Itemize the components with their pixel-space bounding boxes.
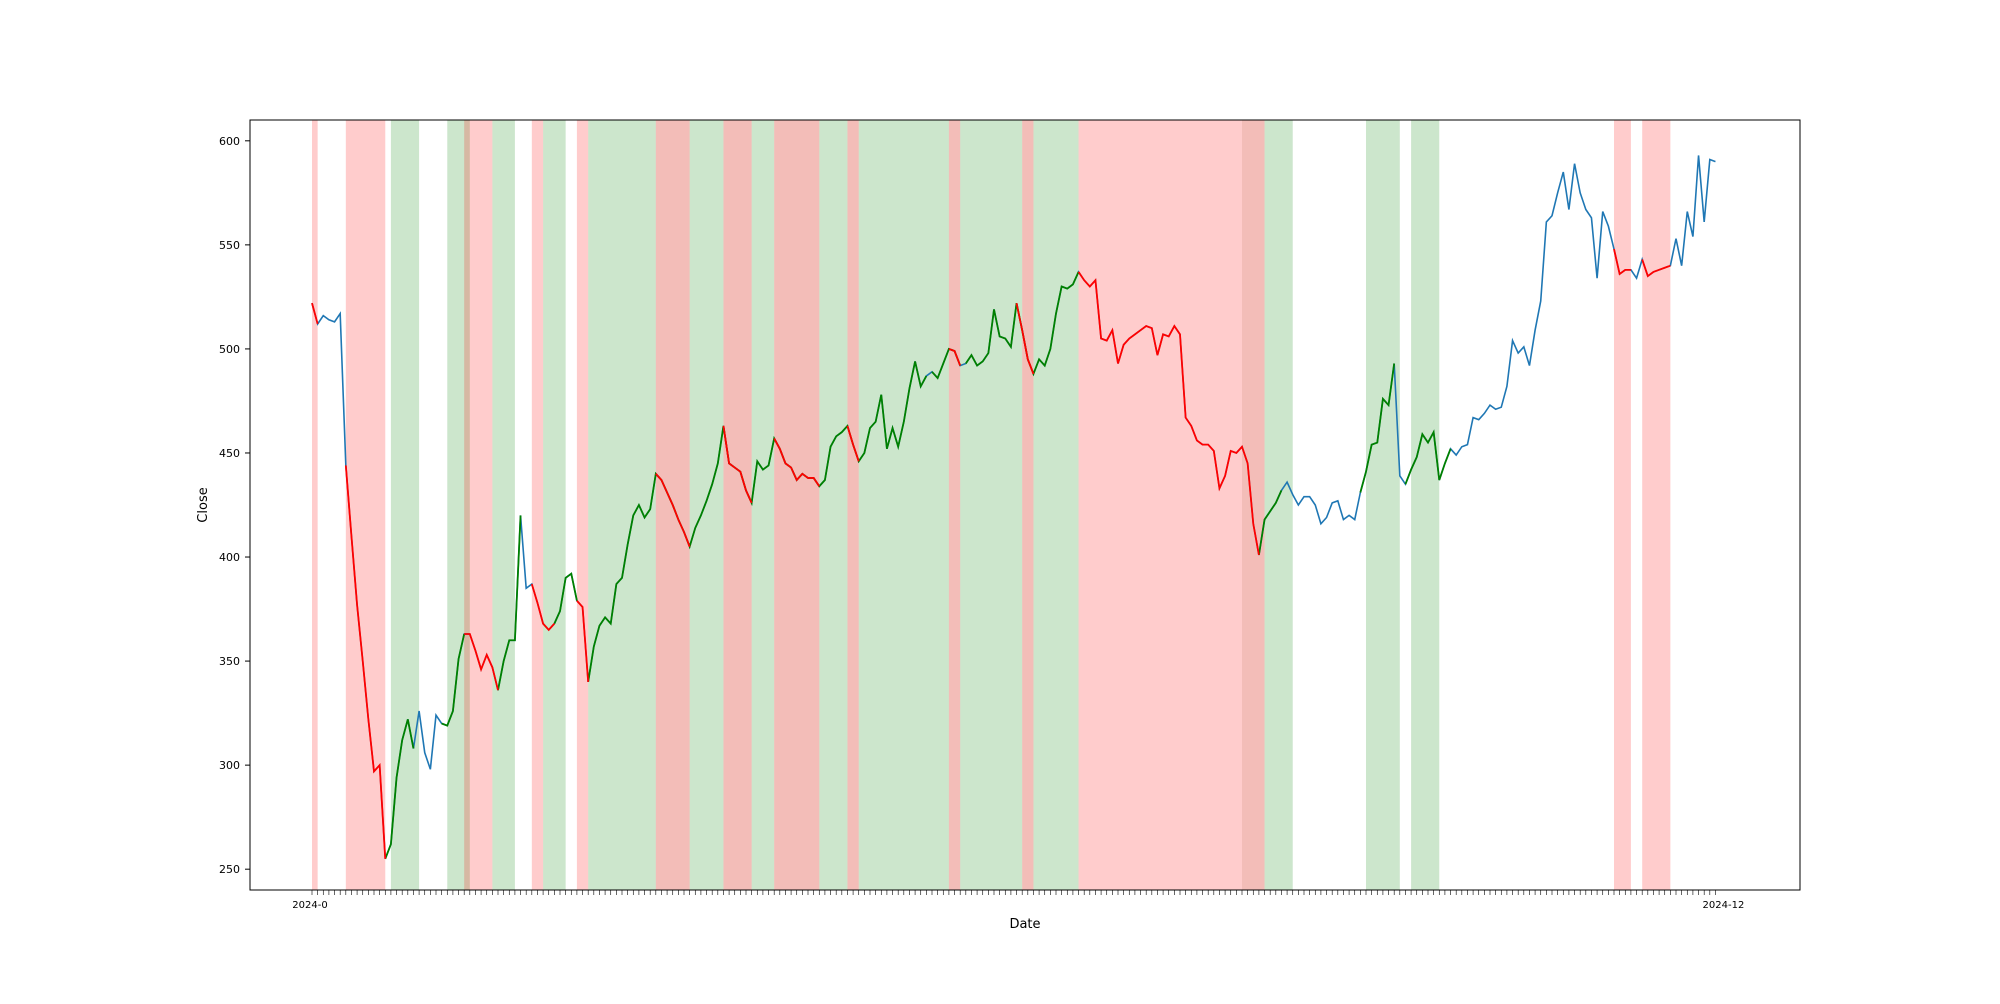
up-span: [390, 120, 420, 890]
up-span: [447, 120, 470, 890]
overlap-span: [1242, 120, 1265, 890]
down-span: [1078, 120, 1242, 890]
down-span: [345, 120, 386, 890]
down-span: [1614, 120, 1631, 890]
up-segment: [1258, 490, 1283, 556]
up-segment: [441, 633, 466, 727]
up-span: [1411, 120, 1440, 890]
x-tick-label: 2024-12: [1703, 900, 1745, 911]
down-segment: [1015, 302, 1035, 375]
down-span: [1642, 120, 1671, 890]
down-segment: [1077, 271, 1260, 556]
down-segment: [1641, 259, 1671, 278]
price-lines: [311, 155, 1716, 860]
overlap-span: [723, 120, 752, 890]
down-span: [531, 120, 544, 890]
down-span: [723, 120, 752, 890]
up-span: [960, 120, 1023, 890]
down-span: [1242, 120, 1265, 890]
down-segment: [576, 600, 590, 682]
down-segment: [655, 473, 691, 547]
up-segment: [497, 515, 522, 691]
up-segment: [587, 361, 928, 683]
plot-frame: [249, 119, 1801, 891]
down-segment: [464, 633, 499, 691]
overlap-span: [774, 120, 820, 890]
y-tick-label: 350: [219, 655, 240, 668]
y-tick-label: 550: [219, 239, 240, 252]
x-axis-label: Date: [1009, 917, 1040, 932]
overlap-span: [1022, 120, 1034, 890]
up-span: [819, 120, 848, 890]
up-segment: [384, 719, 415, 860]
up-span: [492, 120, 515, 890]
down-span: [774, 120, 820, 890]
up-span: [588, 120, 656, 890]
down-segment: [530, 583, 556, 632]
up-span: [543, 120, 566, 890]
y-tick-label: 450: [219, 447, 240, 460]
down-segment: [344, 465, 387, 859]
y-tick-label: 500: [219, 343, 240, 356]
down-span: [576, 120, 589, 890]
up-span: [1366, 120, 1400, 890]
up-span: [1264, 120, 1293, 890]
up-segment: [553, 572, 578, 624]
down-segment: [311, 302, 319, 325]
down-segment: [722, 425, 753, 504]
down-span: [948, 120, 961, 890]
overlap-span: [847, 120, 859, 890]
highlight-spans: [312, 120, 1671, 890]
up-span: [858, 120, 949, 890]
down-segment: [773, 437, 821, 487]
down-segment: [1613, 248, 1631, 276]
down-segment: [948, 348, 962, 366]
down-span: [464, 120, 493, 890]
up-span: [1033, 120, 1079, 890]
up-segment: [1359, 363, 1396, 493]
down-span: [1022, 120, 1034, 890]
y-tick-label: 250: [219, 863, 240, 876]
y-tick-label: 600: [219, 135, 240, 148]
y-axis-label: Close: [196, 487, 211, 522]
y-tick-label: 300: [219, 759, 240, 772]
down-span: [847, 120, 859, 890]
up-span: [751, 120, 775, 890]
y-axis: 250 300 350 400 450 500 550 600: [219, 135, 250, 876]
y-tick-label: 400: [219, 551, 240, 564]
down-segment: [846, 425, 860, 462]
up-segment: [1404, 429, 1452, 485]
down-span: [312, 120, 318, 890]
up-span: [689, 120, 724, 890]
overlap-span: [948, 120, 961, 890]
x-axis: 2024-0 2024-12: [292, 890, 1744, 911]
x-tick-label: 2024-0: [292, 900, 327, 911]
